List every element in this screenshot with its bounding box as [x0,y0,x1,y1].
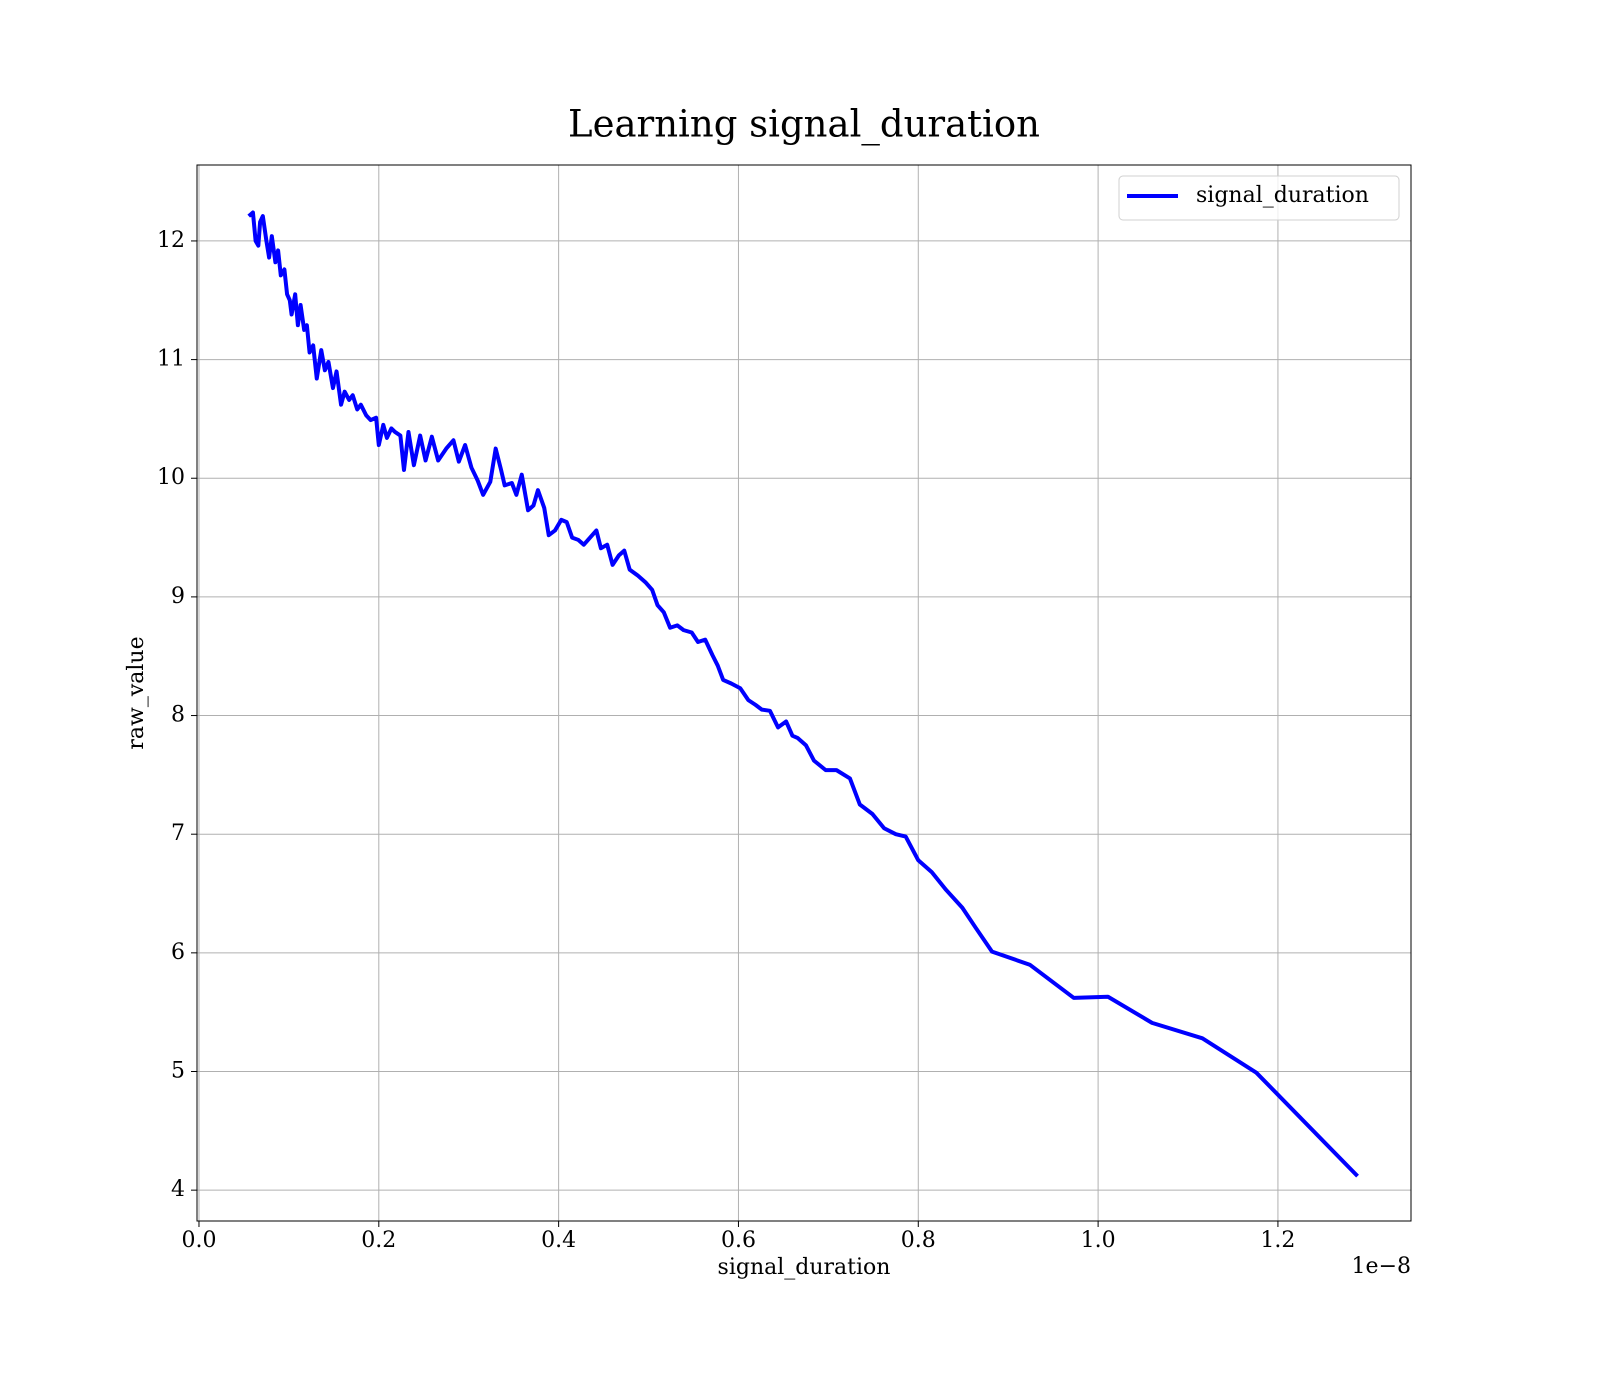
line-series [247,210,1359,1178]
plot-area [247,210,1359,1178]
legend-box [1118,175,1400,221]
y-tick-label: 6 [171,940,185,965]
y-tick-label: 12 [157,228,185,253]
x-axis-label: signal_duration [718,1255,891,1280]
y-tick-label: 4 [171,1177,185,1202]
chart-title: Learning signal_duration [568,103,1040,147]
y-tick-label: 7 [171,821,185,846]
x-tick-label: 0.6 [721,1228,756,1253]
legend-label: signal_duration [1196,183,1369,208]
x-tick-label: 0.8 [901,1228,936,1253]
x-tick-label: 1.2 [1260,1228,1295,1253]
y-tick-label: 9 [171,584,185,609]
legend: signal_duration [1118,175,1400,221]
y-tick-label: 8 [171,703,185,728]
x-tick-label: 0.2 [361,1228,396,1253]
x-offset-label: 1e−8 [1352,1254,1411,1279]
y-axis-label: raw_value [124,636,149,749]
y-tick-label: 11 [157,347,185,372]
y-tick-label: 10 [157,465,185,490]
x-tick-label: 0.4 [541,1228,576,1253]
axes-frame [196,164,1412,1222]
y-tick-label: 5 [171,1058,185,1083]
x-tick-label: 1.0 [1081,1228,1116,1253]
x-tick-label: 0.0 [181,1228,216,1253]
grid [197,165,1411,1221]
